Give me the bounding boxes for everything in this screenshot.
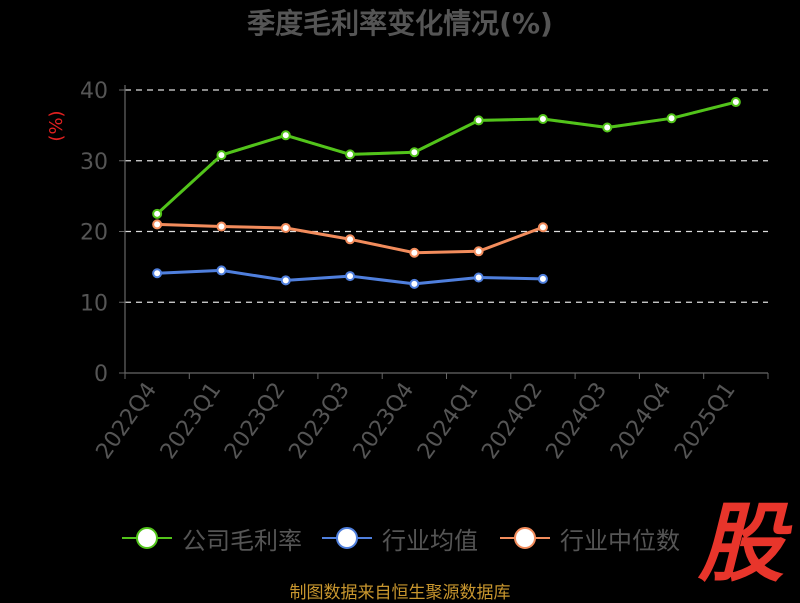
- legend-swatch: [500, 526, 550, 550]
- x-tick-label: 2023Q3: [284, 378, 355, 464]
- legend-item[interactable]: 公司毛利率: [122, 520, 302, 556]
- x-tick-label: 2022Q4: [92, 378, 163, 464]
- y-axis-label: (%): [46, 110, 67, 141]
- data-point: [345, 271, 356, 282]
- series-group: [152, 97, 741, 289]
- x-tick-label: 2024Q3: [542, 378, 613, 464]
- chart-title: 季度毛利率变化情况(%): [247, 7, 553, 40]
- legend-swatch: [122, 526, 172, 550]
- y-tick-label: 30: [80, 150, 108, 175]
- data-point: [537, 114, 548, 125]
- data-point: [473, 272, 484, 283]
- x-tick-label: 2024Q1: [413, 378, 484, 464]
- data-point: [473, 246, 484, 257]
- legend-label: 公司毛利率: [182, 526, 302, 555]
- y-tick-label: 10: [80, 291, 108, 316]
- x-tick-label: 2024Q4: [606, 378, 677, 464]
- data-point: [216, 221, 227, 232]
- legend-item[interactable]: 行业均值: [322, 520, 478, 556]
- data-point: [152, 208, 163, 219]
- data-point: [345, 149, 356, 160]
- data-point: [409, 278, 420, 289]
- legend-label: 行业中位数: [560, 526, 680, 555]
- data-point: [537, 222, 548, 233]
- grid-lines: [119, 89, 768, 374]
- x-tick-label: 2023Q1: [156, 378, 227, 464]
- x-tick-label: 2025Q1: [670, 378, 741, 464]
- data-point: [409, 147, 420, 158]
- y-tick-labels: 0 10 20 30 40: [80, 79, 108, 387]
- x-tick-label: 2024Q2: [477, 378, 548, 464]
- axes: [124, 85, 769, 379]
- data-point: [280, 222, 291, 233]
- y-tick-label: 20: [80, 221, 108, 246]
- data-point: [409, 247, 420, 258]
- legend-label: 行业均值: [382, 526, 478, 555]
- x-tick-labels: 2022Q42023Q12023Q22023Q32023Q42024Q12024…: [92, 378, 741, 464]
- data-point: [602, 122, 613, 133]
- series-2: [152, 265, 548, 289]
- data-point: [473, 115, 484, 126]
- data-point: [345, 234, 356, 245]
- data-point: [152, 219, 163, 230]
- data-point: [280, 275, 291, 286]
- legend-item[interactable]: 行业中位数: [500, 520, 680, 556]
- data-point: [537, 273, 548, 284]
- data-source-note: 制图数据来自恒生聚源数据库: [289, 583, 511, 603]
- x-tick-label: 2023Q4: [349, 378, 420, 464]
- data-point: [280, 130, 291, 141]
- series-1: [152, 97, 741, 219]
- series-line: [156, 100, 737, 215]
- legend-marker: [514, 527, 536, 549]
- y-tick-label: 0: [94, 362, 108, 387]
- data-point: [666, 113, 677, 124]
- x-tick-label: 2023Q2: [220, 378, 291, 464]
- y-tick-label: 40: [80, 79, 108, 104]
- brand-logo: 股: [698, 494, 784, 594]
- data-point: [216, 150, 227, 161]
- data-point: [730, 97, 741, 108]
- legend-marker: [136, 527, 158, 549]
- legend-marker: [336, 527, 358, 549]
- series-trend-line: [156, 100, 737, 215]
- data-point: [152, 268, 163, 279]
- legend-swatch: [322, 526, 372, 550]
- series-3: [152, 219, 548, 258]
- data-point: [216, 265, 227, 276]
